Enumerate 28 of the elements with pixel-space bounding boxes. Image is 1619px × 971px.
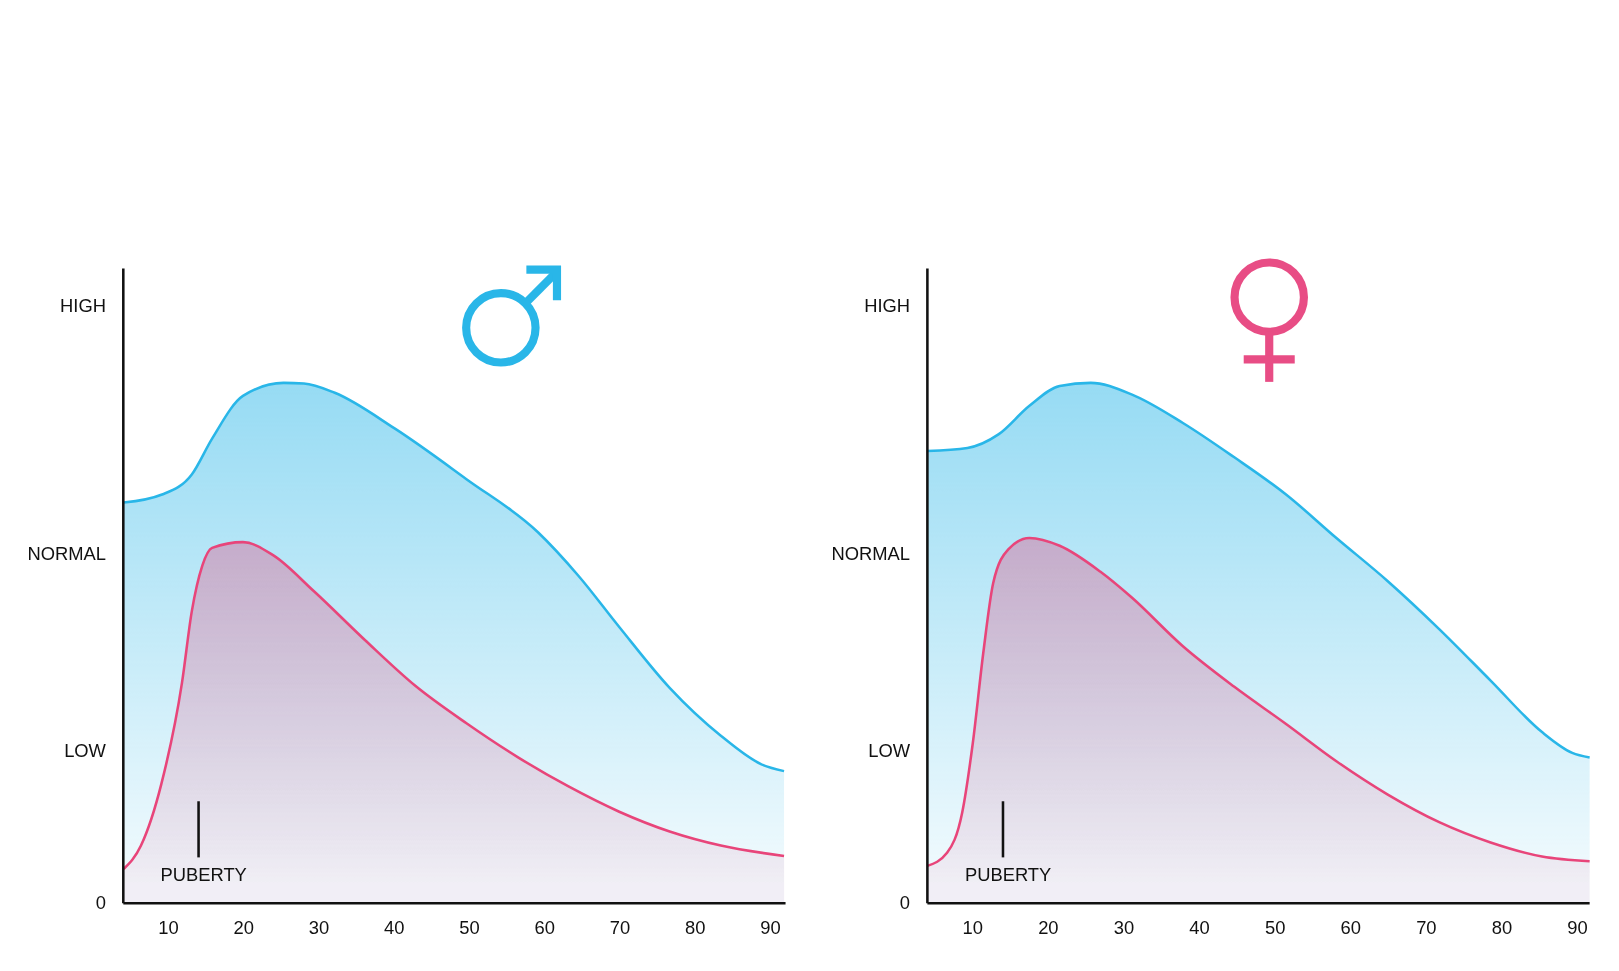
text: NORMAL (831, 543, 911, 565)
text: LOW (868, 740, 911, 762)
x-tick-label: 20 (1038, 916, 1059, 938)
x-tick-label: 50 (459, 916, 480, 938)
x-tick-label: 50 (1264, 916, 1286, 938)
x-tick-label: 90 (760, 916, 781, 938)
x-tick-label: 60 (534, 916, 555, 938)
x-tick-label: 10 (158, 916, 179, 938)
ref-line-label: PUBERTY (964, 863, 1052, 885)
text: LOW (64, 740, 107, 762)
text: HIGH (864, 295, 911, 317)
x-tick-label: 90 (1567, 916, 1588, 938)
x-tick-label: 40 (384, 916, 405, 938)
x-tick-label: 70 (609, 916, 631, 938)
x-tick-label: 10 (962, 916, 983, 938)
x-tick-label: 60 (1340, 916, 1361, 938)
x-tick-label: 40 (1189, 916, 1210, 938)
text: NORMAL (27, 543, 106, 565)
text: 0 (899, 892, 911, 914)
x-tick-label: 80 (1491, 916, 1513, 938)
ref-line-label: PUBERTY (160, 863, 247, 885)
x-tick-label: 20 (233, 916, 254, 938)
x-tick-label: 70 (1416, 916, 1437, 938)
text: 0 (95, 892, 106, 914)
x-tick-label: 30 (308, 916, 330, 938)
text: HIGH (60, 295, 106, 317)
x-tick-label: 80 (685, 916, 706, 938)
x-tick-label: 30 (1113, 916, 1135, 938)
